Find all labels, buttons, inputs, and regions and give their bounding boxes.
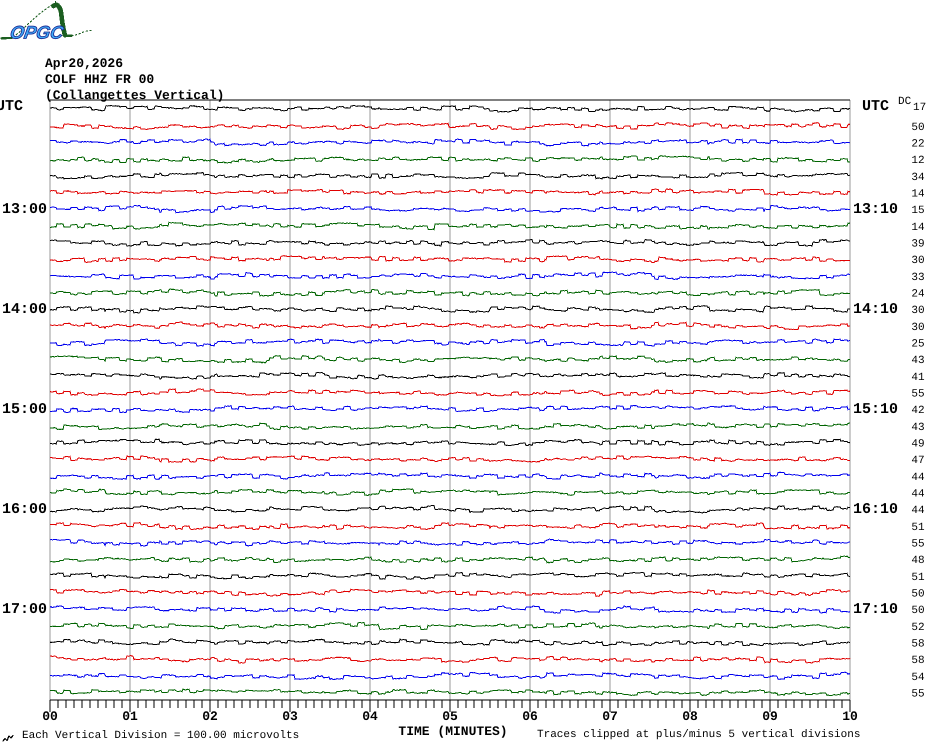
svg-text:15: 15 bbox=[911, 205, 924, 217]
svg-text:39: 39 bbox=[911, 239, 924, 251]
svg-text:44: 44 bbox=[911, 505, 925, 517]
svg-text:50: 50 bbox=[911, 605, 924, 617]
svg-text:33: 33 bbox=[911, 272, 924, 284]
svg-text:10: 10 bbox=[842, 709, 858, 724]
svg-text:24: 24 bbox=[911, 289, 925, 301]
svg-text:15:00: 15:00 bbox=[2, 401, 47, 418]
svg-text:25: 25 bbox=[911, 339, 924, 351]
svg-text:30: 30 bbox=[911, 255, 924, 267]
svg-text:49: 49 bbox=[911, 439, 924, 451]
svg-text:55: 55 bbox=[911, 389, 924, 401]
svg-text:03: 03 bbox=[282, 709, 298, 724]
svg-text:54: 54 bbox=[911, 672, 925, 684]
svg-text:17: 17 bbox=[913, 102, 926, 114]
svg-text:12: 12 bbox=[911, 155, 924, 167]
svg-text:13:00: 13:00 bbox=[2, 201, 47, 218]
svg-text:51: 51 bbox=[911, 522, 925, 534]
svg-text:Each Vertical Division = 100.: Each Vertical Division = 100.00 microvol… bbox=[22, 730, 299, 742]
svg-text:30: 30 bbox=[911, 305, 924, 317]
svg-text:58: 58 bbox=[911, 655, 924, 667]
svg-text:17:00: 17:00 bbox=[2, 601, 47, 618]
svg-text:14:10: 14:10 bbox=[853, 301, 898, 318]
svg-text:Apr20,2026: Apr20,2026 bbox=[45, 56, 123, 71]
svg-text:09: 09 bbox=[762, 709, 778, 724]
svg-text:55: 55 bbox=[911, 539, 924, 551]
svg-text:48: 48 bbox=[911, 555, 924, 567]
svg-text:06: 06 bbox=[522, 709, 538, 724]
svg-text:TIME (MINUTES): TIME (MINUTES) bbox=[398, 724, 507, 739]
svg-text:16:00: 16:00 bbox=[2, 501, 47, 518]
svg-text:14: 14 bbox=[911, 222, 925, 234]
svg-text:30: 30 bbox=[911, 322, 924, 334]
svg-text:51: 51 bbox=[911, 572, 925, 584]
svg-text:52: 52 bbox=[911, 622, 924, 634]
svg-text:08: 08 bbox=[682, 709, 698, 724]
svg-text:50: 50 bbox=[911, 589, 924, 601]
svg-text:COLF HHZ FR 00: COLF HHZ FR 00 bbox=[45, 72, 154, 87]
svg-text:(Collangettes Vertical): (Collangettes Vertical) bbox=[45, 88, 224, 103]
svg-text:01: 01 bbox=[122, 709, 138, 724]
svg-text:44: 44 bbox=[911, 489, 925, 501]
svg-text:17:10: 17:10 bbox=[853, 601, 898, 618]
svg-text:13:10: 13:10 bbox=[853, 201, 898, 218]
svg-text:22: 22 bbox=[911, 139, 924, 151]
svg-text:42: 42 bbox=[911, 405, 924, 417]
svg-text:16:10: 16:10 bbox=[853, 501, 898, 518]
svg-text:02: 02 bbox=[202, 709, 218, 724]
svg-text:43: 43 bbox=[911, 355, 924, 367]
svg-text:41: 41 bbox=[911, 372, 925, 384]
svg-text:00: 00 bbox=[42, 709, 58, 724]
svg-text:UTC: UTC bbox=[0, 98, 23, 115]
svg-text:14:00: 14:00 bbox=[2, 301, 47, 318]
svg-text:15:10: 15:10 bbox=[853, 401, 898, 418]
svg-text:UTC: UTC bbox=[862, 98, 889, 115]
svg-text:07: 07 bbox=[602, 709, 618, 724]
svg-text:50: 50 bbox=[911, 122, 924, 134]
svg-text:OPGC: OPGC bbox=[9, 23, 67, 43]
svg-text:43: 43 bbox=[911, 422, 924, 434]
svg-text:05: 05 bbox=[442, 709, 458, 724]
svg-text:14: 14 bbox=[911, 189, 925, 201]
svg-text:34: 34 bbox=[911, 172, 925, 184]
svg-text:04: 04 bbox=[362, 709, 378, 724]
svg-text:44: 44 bbox=[911, 472, 925, 484]
svg-text:55: 55 bbox=[911, 689, 924, 701]
svg-text:47: 47 bbox=[911, 455, 924, 467]
svg-text:Traces clipped at plus/minus 5: Traces clipped at plus/minus 5 vertical … bbox=[537, 729, 860, 741]
svg-text:DC: DC bbox=[898, 96, 912, 108]
svg-text:58: 58 bbox=[911, 639, 924, 651]
